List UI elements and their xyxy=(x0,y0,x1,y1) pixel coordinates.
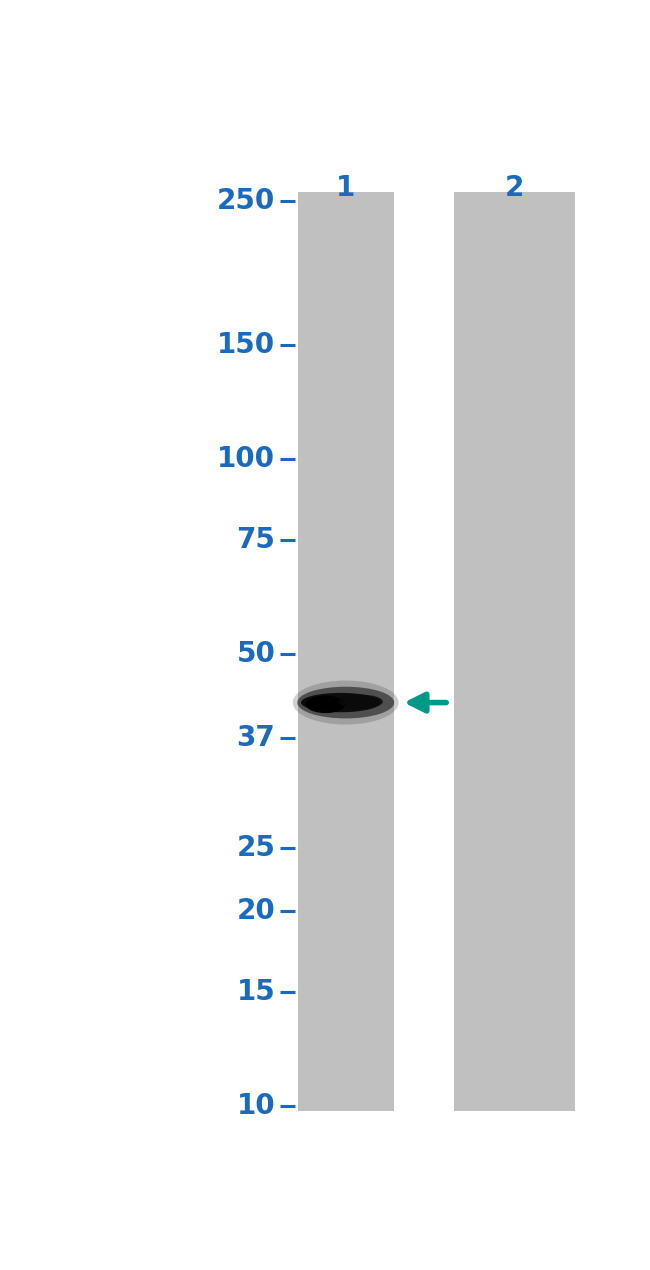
Ellipse shape xyxy=(297,687,394,719)
Ellipse shape xyxy=(339,695,383,709)
Text: 50: 50 xyxy=(237,640,275,668)
Text: 25: 25 xyxy=(237,834,275,862)
Ellipse shape xyxy=(292,681,398,725)
Text: 15: 15 xyxy=(237,978,275,1006)
Ellipse shape xyxy=(306,696,345,714)
Bar xyxy=(454,192,575,1111)
Text: 250: 250 xyxy=(217,187,275,216)
Text: 10: 10 xyxy=(237,1092,275,1120)
Bar xyxy=(298,192,393,1111)
Text: 1: 1 xyxy=(336,174,356,202)
Ellipse shape xyxy=(301,693,380,712)
Text: 20: 20 xyxy=(237,897,275,925)
Text: 2: 2 xyxy=(505,174,524,202)
Ellipse shape xyxy=(312,697,330,710)
Text: 75: 75 xyxy=(237,526,275,554)
Text: 100: 100 xyxy=(217,444,275,472)
Text: 37: 37 xyxy=(237,724,275,752)
Text: 150: 150 xyxy=(217,331,275,359)
